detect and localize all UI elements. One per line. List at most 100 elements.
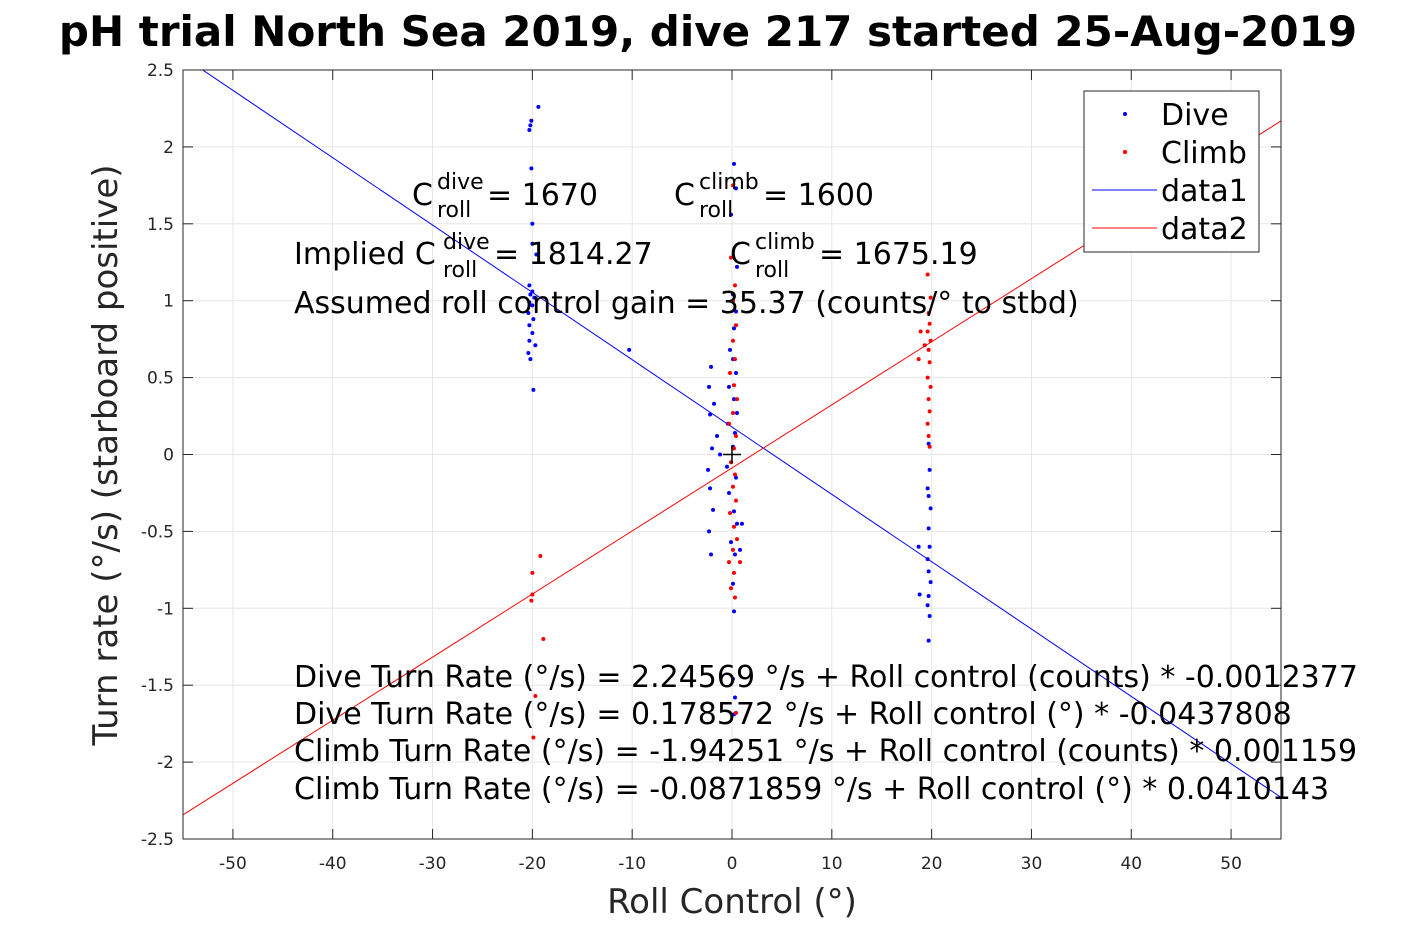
dive-point (928, 506, 933, 511)
climb-point (731, 383, 736, 388)
dive-point (925, 557, 930, 562)
dive-point (527, 323, 532, 328)
climb-point (732, 472, 737, 477)
dive-point (731, 326, 736, 331)
dive-point (731, 609, 736, 614)
climb-point (533, 693, 538, 698)
dive-point (733, 309, 738, 314)
climb-point (925, 329, 930, 334)
annotation-eq3: Climb Turn Rate (°/s) = -1.94251 °/s + R… (294, 734, 1357, 769)
dive-point (926, 638, 931, 643)
x-tick-label: 40 (1120, 854, 1142, 874)
climb-point (729, 255, 734, 260)
climb-point (734, 537, 739, 542)
legend-label-climb: Climb (1161, 136, 1247, 171)
dive-point (707, 384, 712, 389)
svg-text:climb: climb (699, 170, 759, 195)
svg-text:Implied C: Implied C (294, 237, 436, 272)
dive-point (527, 283, 532, 288)
annotation-eq1: Dive Turn Rate (°/s) = 2.24569 °/s + Rol… (294, 660, 1358, 695)
climb-point (926, 434, 931, 439)
dive-point (530, 221, 535, 226)
svg-text:= 1600: = 1600 (763, 178, 874, 213)
y-tick-label: -1 (157, 599, 174, 619)
dive-point (730, 581, 735, 586)
y-tick-label: -0.5 (141, 522, 174, 542)
dive-point (733, 186, 738, 191)
climb-point (728, 370, 733, 375)
dive-point (533, 343, 538, 348)
dive-point (709, 552, 714, 557)
climb-point (918, 329, 923, 334)
climb-point (732, 595, 737, 600)
x-tick-label: -20 (518, 854, 546, 874)
annotation-c-dive: C dive roll = 1670 (412, 170, 598, 223)
dive-point (925, 486, 930, 491)
chart-title: pH trial North Sea 2019, dive 217 starte… (59, 7, 1357, 56)
dive-point (926, 593, 931, 598)
dive-point (527, 127, 532, 132)
climb-point (925, 375, 930, 380)
legend-marker-dive (1123, 112, 1127, 116)
dive-point (729, 212, 734, 217)
x-axis-label: Roll Control (°) (607, 882, 857, 922)
dive-point (627, 347, 632, 352)
dive-point (730, 292, 735, 297)
svg-text:= 1670: = 1670 (487, 178, 598, 213)
dive-point (730, 677, 735, 682)
dive-point (530, 241, 535, 246)
dive-point (529, 118, 534, 123)
x-tick-label: 10 (821, 854, 843, 874)
dive-point (916, 544, 921, 549)
climb-point (733, 710, 738, 715)
dive-point (925, 603, 930, 608)
climb-point (530, 570, 535, 575)
dive-point (527, 338, 532, 343)
annotation-gain: Assumed roll control gain = 35.37 (count… (294, 286, 1079, 321)
dive-point (528, 292, 533, 297)
dive-point (917, 592, 922, 597)
dive-point (728, 347, 733, 352)
x-tick-label: -40 (319, 854, 347, 874)
y-tick-label: 2 (163, 138, 174, 158)
y-tick-label: 0.5 (147, 369, 174, 389)
legend-box (1083, 90, 1260, 253)
dive-point (926, 441, 931, 446)
climb-point (922, 343, 927, 348)
dive-point (707, 529, 712, 534)
climb-point (730, 410, 735, 415)
dive-point (731, 509, 736, 514)
y-tick-label: 1 (163, 292, 174, 312)
climb-point (732, 357, 737, 362)
y-tick-label: 2.5 (147, 61, 174, 81)
climb-point (928, 295, 933, 300)
y-tick-label: 0 (163, 446, 174, 466)
dive-point (733, 370, 738, 375)
dive-point (927, 544, 932, 549)
data-points (526, 104, 933, 740)
climb-point (926, 311, 931, 316)
dive-point (711, 507, 716, 512)
tick-labels: -50 -40 -30 -20 -10 0 10 20 30 40 50-2.5-2-1.5-1-0… (141, 61, 1242, 874)
axis-ticks (183, 69, 1281, 840)
climb-point (730, 484, 735, 489)
svg-text:C: C (730, 237, 751, 272)
climb-point (730, 183, 735, 188)
climb-point (728, 510, 733, 515)
annotation-implied-climb: C climb roll = 1675.19 (730, 230, 978, 283)
fit-line-data1 (201, 70, 1281, 798)
climb-point (732, 283, 737, 288)
dive-point (732, 695, 737, 700)
dive-point (530, 330, 535, 335)
dive-point (732, 430, 737, 435)
dive-point (927, 613, 932, 618)
annotation-c-climb: C climb roll = 1600 (674, 170, 874, 223)
climb-point (731, 446, 736, 451)
climb-point (733, 323, 738, 328)
dive-point (529, 166, 534, 171)
dive-point (734, 264, 739, 269)
dive-point (715, 434, 720, 439)
x-tick-label: -30 (419, 854, 447, 874)
